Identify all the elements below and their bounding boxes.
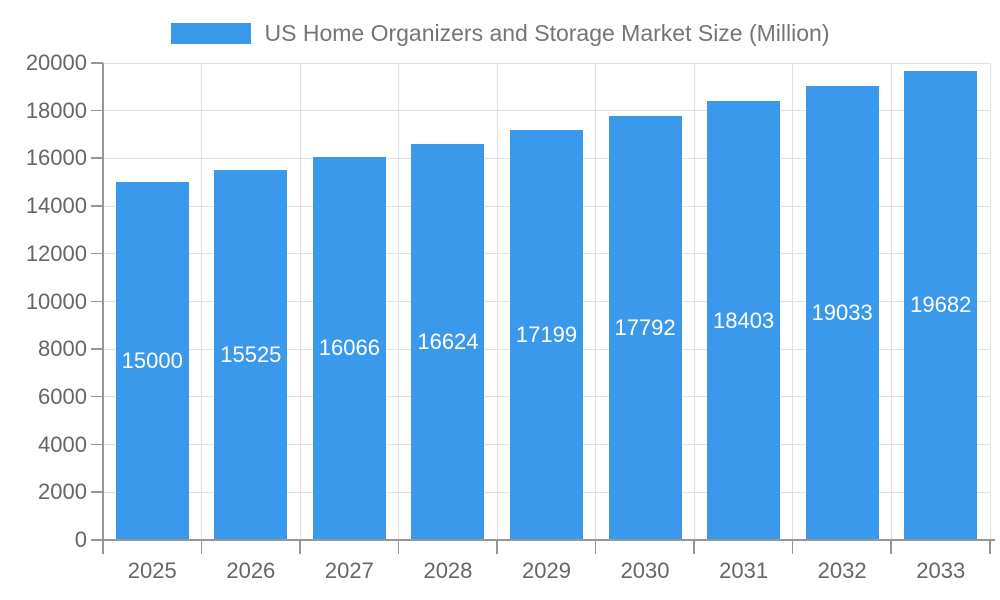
legend-label[interactable]: US Home Organizers and Storage Market Si… (264, 20, 830, 46)
y-axis-label: 2000 (38, 479, 87, 505)
y-axis-label: 16000 (25, 145, 87, 171)
x-axis-label: 2027 (324, 558, 374, 583)
bar-value-label: 16066 (318, 335, 380, 361)
gridline-vertical (792, 63, 794, 540)
x-axis-tick (200, 540, 203, 554)
x-axis-tick (496, 540, 498, 554)
x-axis-label: 2026 (226, 558, 276, 583)
bar-value-label: 19033 (811, 300, 873, 326)
bar-2033[interactable] (904, 70, 978, 540)
bar-2032[interactable] (805, 86, 879, 540)
x-axis-label: 2032 (817, 558, 867, 583)
y-axis-tick (91, 395, 103, 398)
y-axis-label: 8000 (38, 336, 87, 362)
gridline-horizontal (103, 110, 990, 112)
gridline-vertical (989, 63, 991, 540)
x-axis-tick (594, 540, 597, 554)
y-axis-label: 18000 (25, 97, 87, 123)
y-axis-label: 14000 (25, 193, 87, 219)
y-axis-tick (91, 252, 103, 255)
bar-2028[interactable] (411, 143, 485, 540)
bar-value-label: 15000 (121, 348, 183, 374)
bar-2027[interactable] (312, 156, 386, 540)
x-axis-tick (693, 540, 695, 554)
y-axis-tick (91, 348, 103, 350)
gridline-vertical (398, 63, 400, 540)
y-axis-tick (91, 62, 103, 64)
gridline-vertical (299, 63, 301, 540)
bar-value-label: 19682 (910, 292, 972, 318)
gridline-vertical (890, 63, 892, 540)
bar-value-label: 17792 (614, 314, 676, 340)
y-axis-tick (91, 205, 103, 207)
bar-value-label: 15525 (220, 341, 282, 367)
bar-value-label: 16624 (417, 328, 479, 354)
gridline-vertical (201, 63, 203, 540)
chart-legend: US Home Organizers and Storage Market Si… (0, 19, 1000, 47)
y-axis-tick (91, 300, 103, 302)
legend-swatch[interactable] (170, 22, 251, 44)
x-axis-tick (890, 540, 892, 554)
bar-2029[interactable] (510, 129, 583, 540)
gridline-horizontal (103, 62, 990, 64)
y-axis-line (101, 63, 104, 554)
x-axis-tick (791, 540, 794, 554)
bar-2025[interactable] (115, 182, 189, 540)
gridline-vertical (693, 63, 695, 540)
gridline-vertical (496, 63, 498, 540)
x-axis-label: 2033 (916, 558, 966, 583)
bar-2026[interactable] (214, 169, 288, 540)
y-axis-tick (91, 539, 103, 541)
x-axis-tick (989, 540, 991, 554)
x-axis-label: 2025 (127, 558, 177, 583)
x-axis-label: 2031 (719, 558, 769, 583)
y-axis-label: 6000 (38, 383, 87, 409)
x-axis-tick (299, 540, 301, 554)
y-axis-label: 4000 (38, 431, 87, 457)
x-axis-label: 2030 (620, 558, 670, 583)
x-axis-tick (397, 540, 400, 554)
gridline-vertical (595, 63, 597, 540)
bar-value-label: 18403 (713, 307, 775, 333)
y-axis-tick (91, 109, 103, 112)
y-axis-tick (91, 157, 103, 159)
x-axis-label: 2028 (423, 558, 473, 583)
x-axis-label: 2029 (522, 558, 571, 583)
y-axis-label: 10000 (25, 288, 87, 314)
y-axis-label: 0 (74, 527, 87, 552)
y-axis-tick (91, 443, 103, 446)
y-axis-tick (91, 491, 103, 493)
y-axis-label: 12000 (25, 240, 87, 266)
y-axis-label: 20000 (25, 50, 87, 75)
x-axis-line (103, 539, 995, 541)
bar-value-label: 17199 (515, 321, 578, 347)
bar-2031[interactable] (707, 101, 781, 540)
bar-2030[interactable] (608, 115, 682, 540)
